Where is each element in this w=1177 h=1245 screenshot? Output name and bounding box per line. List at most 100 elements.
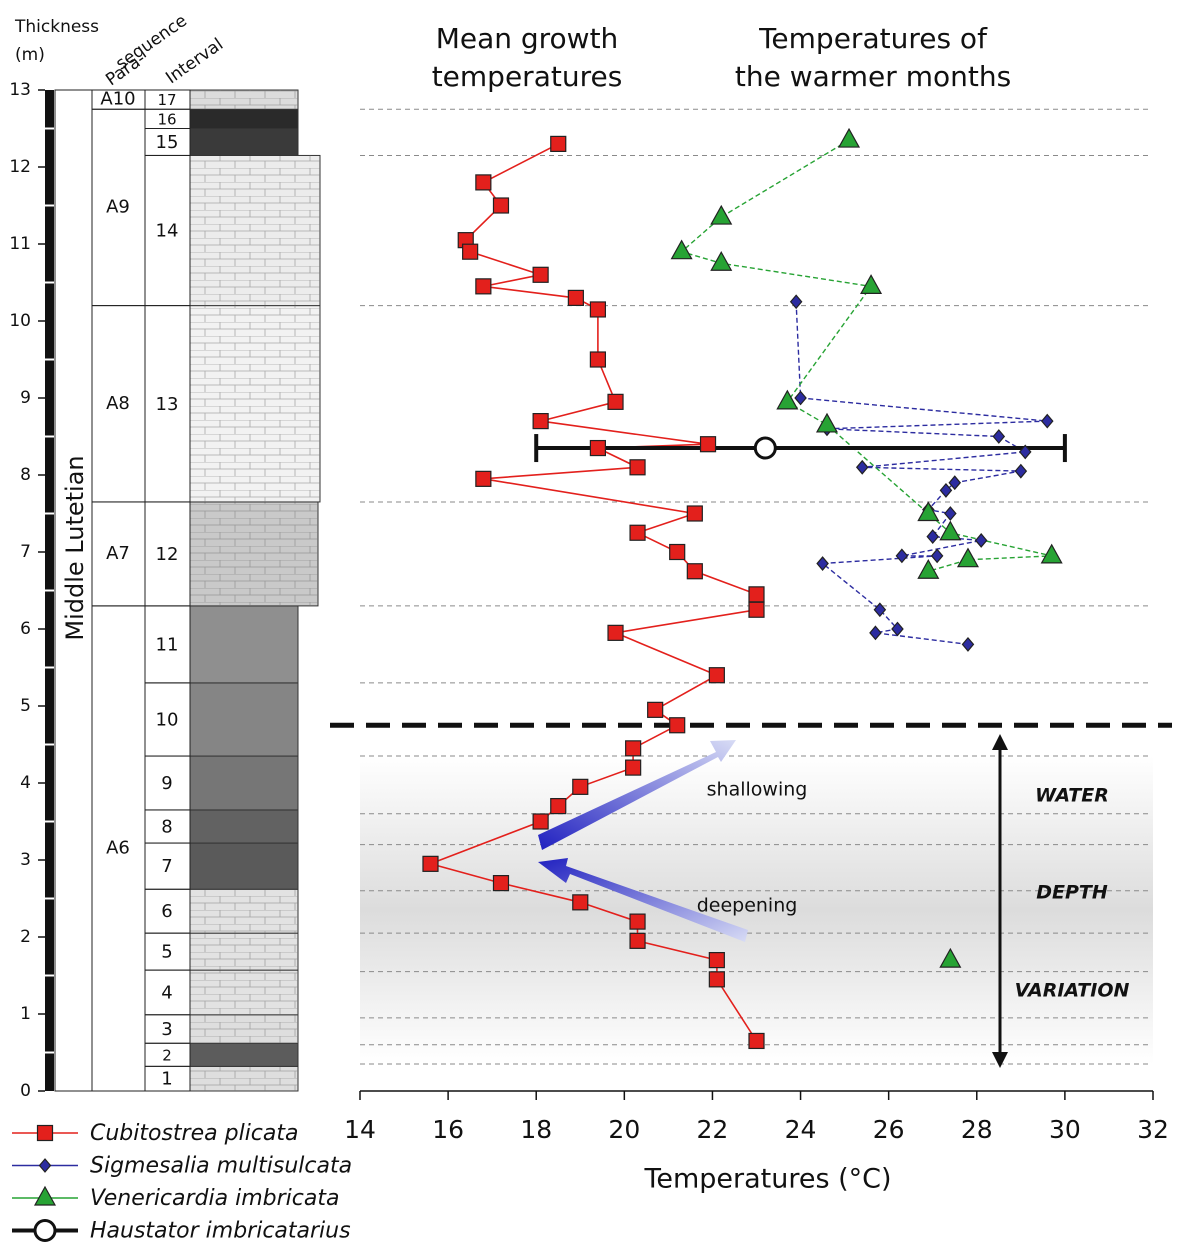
y-tick-label: 5 — [20, 696, 31, 716]
marker — [669, 543, 686, 561]
marker — [930, 548, 944, 564]
marker — [532, 813, 549, 830]
marker — [567, 289, 584, 306]
marker — [948, 475, 962, 491]
interval-label: 11 — [156, 634, 179, 655]
scale-bar — [45, 552, 54, 590]
scale-bar — [45, 206, 54, 244]
marker — [629, 932, 646, 949]
parasequence-label: A9 — [106, 196, 130, 217]
lithology — [189, 605, 299, 684]
interval-label: 4 — [161, 982, 172, 1003]
legend-label: Venericardia imbricata — [90, 1186, 339, 1211]
marker — [629, 459, 646, 476]
marker — [794, 390, 807, 406]
marker — [753, 436, 777, 460]
y-tick-label: 10 — [9, 311, 31, 331]
marker — [895, 548, 909, 564]
marker — [699, 436, 717, 453]
marker — [1040, 543, 1063, 564]
marker — [789, 294, 803, 310]
scale-bar — [45, 937, 54, 975]
lithology-pattern — [190, 889, 298, 934]
y-tick-label: 4 — [20, 773, 31, 793]
marker — [475, 278, 492, 295]
y-tick-label: 8 — [20, 465, 31, 485]
marker — [710, 251, 733, 271]
marker — [686, 563, 703, 580]
interval-label: 6 — [161, 901, 172, 922]
lithology — [189, 128, 299, 156]
y-tick-label: 13 — [9, 80, 31, 100]
parasequence-label: A10 — [100, 89, 135, 110]
x-tick-label: 32 — [1137, 1115, 1169, 1144]
marker — [869, 625, 882, 641]
title: the warmer months — [735, 60, 1011, 93]
shallowing-arrow — [538, 740, 736, 850]
marker — [475, 470, 492, 487]
scale-bar — [45, 860, 54, 898]
marker — [974, 533, 988, 548]
marker — [550, 797, 567, 815]
marker — [1040, 413, 1054, 429]
annotation: WATER — [1035, 785, 1109, 807]
scale-bar — [45, 629, 54, 667]
stage-cell — [54, 89, 93, 1092]
scale-bar — [45, 475, 54, 513]
x-tick-label: 30 — [1049, 1115, 1081, 1144]
marker — [36, 1124, 54, 1142]
interval-label: 16 — [157, 110, 176, 128]
interval-label: 1 — [161, 1069, 172, 1090]
scale-bar — [45, 1014, 54, 1052]
marker — [944, 506, 957, 521]
marker — [860, 274, 883, 294]
marker — [629, 524, 646, 541]
x-tick-label: 22 — [697, 1115, 729, 1144]
marker — [625, 740, 642, 757]
parasequence-label: A6 — [106, 837, 130, 858]
marker — [837, 127, 861, 148]
y-tick-label: 12 — [9, 157, 31, 177]
marker — [1018, 444, 1032, 460]
scale-bar — [45, 437, 54, 475]
marker — [629, 913, 646, 930]
x-tick-label: 16 — [432, 1115, 464, 1144]
series-line — [795, 301, 1048, 646]
marker — [572, 778, 589, 795]
shaded-band — [360, 756, 1153, 1065]
marker — [550, 135, 567, 152]
x-tick-label: 24 — [785, 1115, 817, 1144]
lithology-pattern — [190, 970, 298, 1015]
lithology — [189, 108, 299, 129]
interval-header: Interval — [162, 34, 227, 88]
scale-bar — [45, 745, 54, 783]
marker — [33, 1219, 57, 1242]
y-axis-title: Thickness — [14, 17, 99, 37]
marker — [917, 501, 940, 522]
scale-bar — [45, 360, 54, 398]
interval-label: 7 — [161, 856, 172, 877]
title: Temperatures of — [758, 22, 988, 55]
marker — [38, 1158, 52, 1173]
scale-bar — [45, 514, 54, 552]
scale-bar — [45, 90, 54, 128]
marker — [589, 301, 607, 318]
marker — [926, 529, 940, 545]
scale-bar — [45, 321, 54, 359]
annotation: VARIATION — [1015, 980, 1130, 1002]
interval-label: 17 — [157, 91, 176, 109]
scale-bar — [45, 1053, 54, 1091]
x-tick-label: 20 — [608, 1115, 640, 1144]
lithology-pattern — [190, 933, 298, 971]
marker — [891, 621, 904, 637]
marker — [589, 439, 607, 457]
y-tick-label: 0 — [20, 1081, 31, 1101]
marker — [607, 393, 624, 410]
scale-bar — [45, 899, 54, 937]
marker — [607, 624, 624, 641]
marker — [708, 667, 725, 684]
marker — [492, 197, 510, 214]
marker — [992, 429, 1006, 444]
